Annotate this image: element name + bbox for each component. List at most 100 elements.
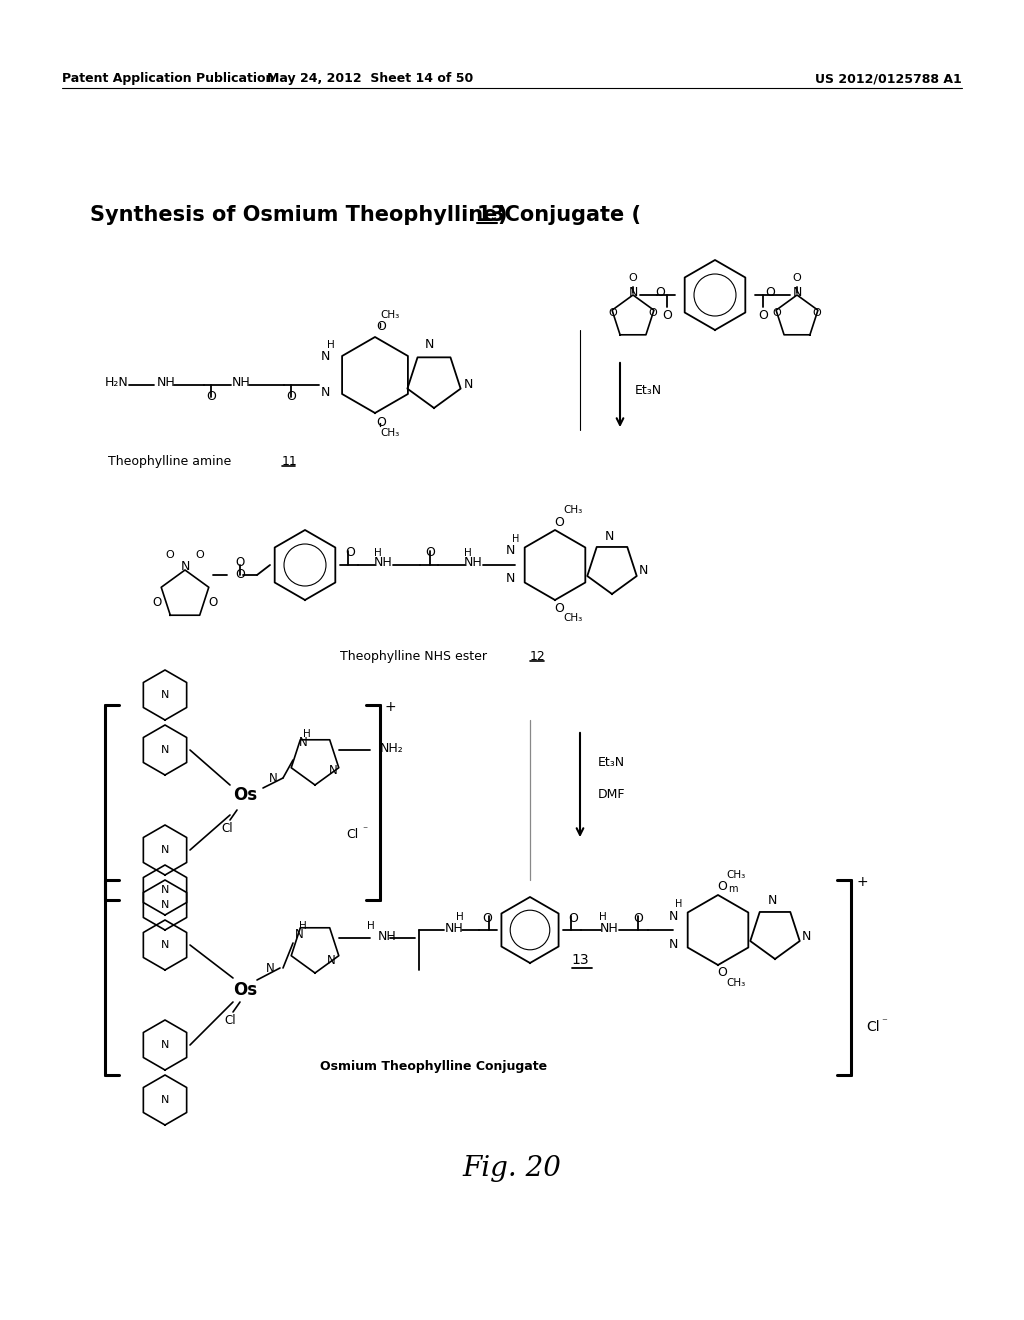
Text: N: N (295, 928, 303, 940)
Text: O: O (286, 389, 296, 403)
Text: CH₃: CH₃ (726, 978, 745, 987)
Text: O: O (765, 286, 775, 300)
Text: NH: NH (444, 921, 464, 935)
Text: Cl: Cl (224, 1014, 236, 1027)
Text: N: N (161, 940, 169, 950)
Text: H: H (512, 535, 520, 544)
Text: N: N (802, 929, 811, 942)
Text: O: O (166, 550, 174, 560)
Text: N: N (629, 286, 638, 300)
Text: Cl: Cl (346, 829, 358, 842)
Text: H: H (327, 341, 335, 350)
Text: H: H (464, 548, 472, 558)
Text: H₂N: H₂N (105, 376, 129, 389)
Text: N: N (327, 953, 336, 966)
Text: O: O (554, 516, 564, 528)
Text: Fig. 20: Fig. 20 (463, 1155, 561, 1181)
Text: O: O (758, 309, 768, 322)
Text: O: O (376, 417, 386, 429)
Text: N: N (180, 561, 189, 573)
Text: O: O (633, 912, 643, 924)
Text: US 2012/0125788 A1: US 2012/0125788 A1 (815, 73, 962, 84)
Text: CH₃: CH₃ (380, 310, 399, 319)
Text: O: O (813, 308, 821, 318)
Text: Theophylline amine: Theophylline amine (108, 455, 231, 469)
Text: ): ) (497, 205, 507, 224)
Text: H: H (299, 921, 307, 931)
Text: Os: Os (232, 981, 257, 999)
Text: m: m (728, 884, 737, 894)
Text: Patent Application Publication: Patent Application Publication (62, 73, 274, 84)
Text: H: H (675, 899, 683, 909)
Text: O: O (208, 597, 218, 610)
Text: NH: NH (231, 376, 251, 389)
Text: O: O (648, 308, 657, 318)
Text: O: O (554, 602, 564, 615)
Text: DMF: DMF (598, 788, 626, 801)
Text: Theophylline NHS ester: Theophylline NHS ester (340, 649, 487, 663)
Text: 13: 13 (571, 953, 589, 968)
Text: +: + (856, 875, 867, 888)
Text: N: N (299, 735, 307, 748)
Text: N: N (638, 565, 648, 578)
Text: O: O (629, 273, 637, 282)
Text: H: H (368, 921, 375, 931)
Text: N: N (767, 895, 776, 908)
Text: N: N (321, 351, 330, 363)
Text: ⁻: ⁻ (362, 825, 368, 836)
Text: N: N (161, 900, 169, 909)
Text: N: N (161, 884, 169, 895)
Text: N: N (161, 845, 169, 855)
Text: CH₃: CH₃ (563, 506, 583, 515)
Text: N: N (329, 763, 337, 776)
Text: O: O (655, 286, 665, 300)
Text: Cl: Cl (221, 821, 232, 834)
Text: H: H (456, 912, 464, 921)
Text: N: N (161, 690, 169, 700)
Text: N: N (321, 387, 330, 400)
Text: N: N (424, 338, 434, 351)
Text: O: O (568, 912, 578, 924)
Text: CH₃: CH₃ (380, 428, 399, 438)
Text: Os: Os (232, 785, 257, 804)
Text: Cl: Cl (866, 1020, 880, 1034)
Text: H: H (599, 912, 607, 921)
Text: N: N (161, 1040, 169, 1049)
Text: O: O (717, 966, 727, 979)
Text: N: N (505, 544, 515, 557)
Text: N: N (669, 937, 678, 950)
Text: N: N (793, 286, 802, 300)
Text: +: + (384, 700, 395, 714)
Text: NH: NH (157, 376, 175, 389)
Text: O: O (425, 546, 435, 560)
Text: O: O (793, 273, 802, 282)
Text: CH₃: CH₃ (726, 870, 745, 880)
Text: N: N (604, 529, 613, 543)
Text: O: O (608, 308, 617, 318)
Text: 13: 13 (477, 205, 506, 224)
Text: N: N (505, 573, 515, 586)
Text: May 24, 2012  Sheet 14 of 50: May 24, 2012 Sheet 14 of 50 (267, 73, 473, 84)
Text: Et₃N: Et₃N (598, 755, 625, 768)
Text: 12: 12 (530, 649, 546, 663)
Text: O: O (717, 880, 727, 894)
Text: N: N (669, 909, 678, 923)
Text: O: O (196, 550, 205, 560)
Text: O: O (345, 546, 355, 560)
Text: N: N (161, 1096, 169, 1105)
Text: O: O (773, 308, 781, 318)
Text: NH: NH (374, 557, 392, 569)
Text: NH₂: NH₂ (380, 742, 403, 755)
Text: 11: 11 (282, 455, 298, 469)
Text: O: O (234, 569, 245, 582)
Text: N: N (161, 744, 169, 755)
Text: O: O (236, 557, 245, 569)
Text: N: N (265, 961, 274, 974)
Text: H: H (303, 729, 311, 739)
Text: NH: NH (464, 557, 482, 569)
Text: O: O (206, 389, 216, 403)
Text: O: O (153, 597, 162, 610)
Text: Synthesis of Osmium Theophylline Conjugate (: Synthesis of Osmium Theophylline Conjuga… (90, 205, 641, 224)
Text: N: N (463, 379, 473, 392)
Text: ⁻: ⁻ (881, 1016, 887, 1027)
